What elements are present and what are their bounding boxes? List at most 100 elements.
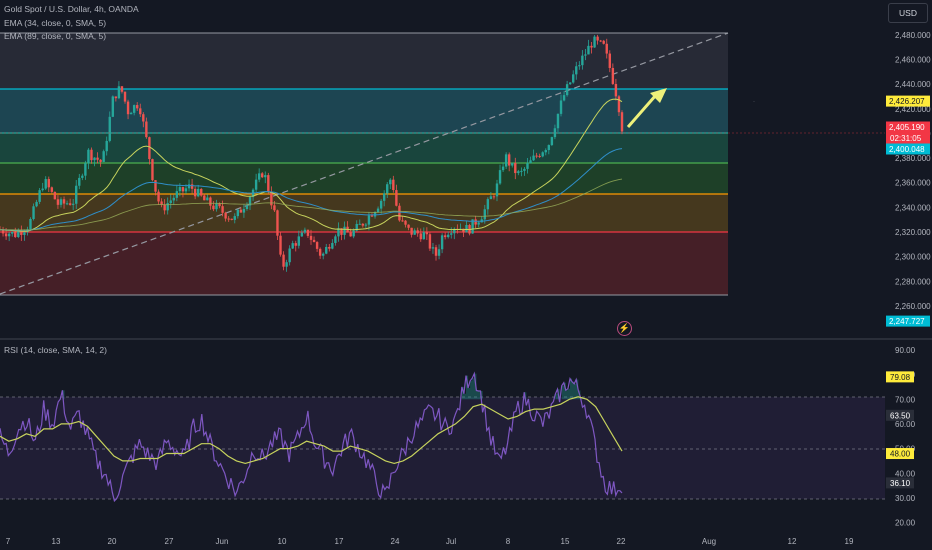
candle-body [215,203,218,210]
price-label: 2,426.207 [889,97,925,106]
candle-body [407,224,410,228]
candle-body [462,228,465,233]
rsi-tick-label: 20.00 [895,519,916,528]
candle-body [471,219,474,234]
candle-body [224,212,227,219]
candle-body [20,231,23,235]
trendline[interactable] [0,32,729,295]
candle-body [507,154,511,166]
lightning-bolt-icon[interactable]: ⚡ [617,321,632,336]
candle-body [96,157,99,160]
candle-body [230,218,233,220]
time-tick-label: Jun [216,537,229,546]
candle-body [535,155,538,157]
candle-body [291,243,294,249]
candle-body [10,231,14,234]
countdown-box [886,132,930,144]
candle-body [270,192,273,206]
candle-body [84,163,87,176]
price-tick-label: 2,340.000 [895,203,931,212]
currency-button[interactable]: USD [888,3,928,23]
candle-body [71,203,75,205]
candle-body [7,233,11,237]
candle-body [169,200,172,204]
candle-body [288,248,291,263]
candle-body [450,233,453,235]
rsi-label: 36.10 [890,479,911,488]
symbol-title[interactable]: Gold Spot / U.S. Dollar, 4h, OANDA [4,4,139,14]
candle-body [123,91,127,102]
candle-body [75,185,78,204]
candle-body [105,140,108,152]
zone-darkgreen [0,163,728,194]
candle-body [352,230,355,237]
candle-body [599,40,602,42]
candle-body [562,95,566,101]
candle-body [532,155,535,161]
candle-body [398,205,401,221]
time-tick-label: 24 [391,537,400,546]
candle-body [78,177,81,186]
rsi-tick-label: 40.00 [895,469,916,478]
rsi-ma-line [0,396,623,465]
price-labels: 2,426.207 2,405.190 02:31:05 2,400.048 2,247… [886,95,930,327]
candle-body [343,226,346,235]
candle-body [47,179,50,188]
candle-body [553,128,557,138]
time-tick-label: 8 [506,537,511,546]
candle-body [367,215,371,225]
time-tick-label: 10 [278,537,287,546]
candle-body [495,183,499,197]
candle-body [212,205,215,210]
candle-body [578,65,581,67]
candle-body [413,230,416,235]
rsi-legend[interactable]: RSI (14, close, SMA, 14, 2) [4,345,107,355]
candle-body [136,105,139,109]
candle-body [59,199,63,205]
candle-body [483,209,486,220]
candle-body [14,231,17,238]
rsi-label: 48.00 [890,450,911,459]
candle-body [315,242,319,249]
rsi-label-box [886,448,914,460]
candle-body [282,254,285,267]
candle-body [416,230,419,234]
candle-body [498,170,502,184]
time-tick-label: Aug [702,537,716,546]
candle-body [596,36,599,41]
candle-body [581,55,584,66]
candle-body [245,205,249,210]
candle-body [35,201,38,207]
candle-body [56,199,60,205]
projection-arrow[interactable] [626,88,667,128]
candle-body [486,199,490,210]
candle-body [318,248,322,256]
candle-body [300,232,304,237]
rsi-label-box [886,477,914,489]
time-tick-label: 12 [788,537,797,546]
candle-body [410,227,413,235]
candle-body [276,210,279,236]
candle-body [99,159,102,162]
ema34-legend[interactable]: EMA (34, close, 0, SMA, 5) [4,18,107,28]
candle-body [382,193,386,201]
candle-body [285,262,288,267]
candle-body [447,234,450,238]
rsi-overbought-fill [60,373,583,400]
price-label-box [886,143,930,155]
candle-body [568,82,572,85]
candle-body [111,96,115,117]
rsi-labels: 79.08 63.50 48.00 36.10 [886,371,914,489]
ema89-legend[interactable]: EMA (89, close, 0, SMA, 5) [4,31,107,41]
candle-body [181,187,185,192]
candle-body [23,232,26,235]
rsi-band [0,397,885,499]
candles-group [0,34,624,272]
candle-body [81,175,84,178]
candle-body [556,113,560,129]
candle-body [145,121,148,138]
price-tick-label: 2,320.000 [895,228,931,237]
candle-body [267,175,270,193]
candle-body [209,197,212,206]
